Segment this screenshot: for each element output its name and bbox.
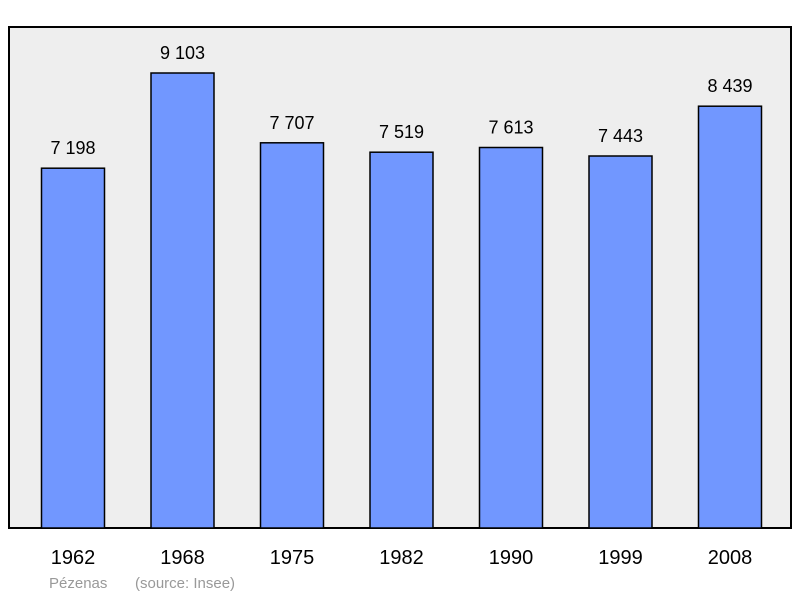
category-labels-group: 1962 1968 1975 1982 1990 1999 2008 (51, 547, 753, 569)
value-label-1975: 7 707 (269, 113, 314, 133)
category-label-2008: 2008 (708, 547, 753, 569)
bars-group (40, 72, 763, 529)
value-label-2008: 8 439 (707, 76, 752, 96)
category-label-1999: 1999 (598, 547, 643, 569)
category-label-1968: 1968 (160, 547, 205, 569)
bar-1975 (259, 142, 325, 529)
value-label-1999: 7 443 (598, 126, 643, 146)
category-label-1990: 1990 (489, 547, 534, 569)
value-labels-group: 7 198 9 103 7 707 7 519 7 613 7 443 8 439 (50, 43, 752, 158)
caption-place: Pézenas (49, 575, 107, 592)
bar-2008 (697, 105, 763, 529)
value-label-1982: 7 519 (379, 122, 424, 142)
bar-1982 (369, 151, 434, 529)
category-label-1975: 1975 (270, 547, 315, 569)
caption-source: (source: Insee) (135, 575, 235, 592)
value-label-1968: 9 103 (160, 43, 205, 63)
bar-1962 (40, 167, 106, 529)
category-label-1982: 1982 (379, 547, 424, 569)
bar-1990 (478, 146, 544, 529)
category-label-1962: 1962 (51, 547, 96, 569)
bar-1968 (150, 72, 215, 529)
bar-1999 (588, 155, 653, 529)
value-label-1990: 7 613 (488, 118, 533, 138)
value-label-1962: 7 198 (50, 138, 95, 158)
